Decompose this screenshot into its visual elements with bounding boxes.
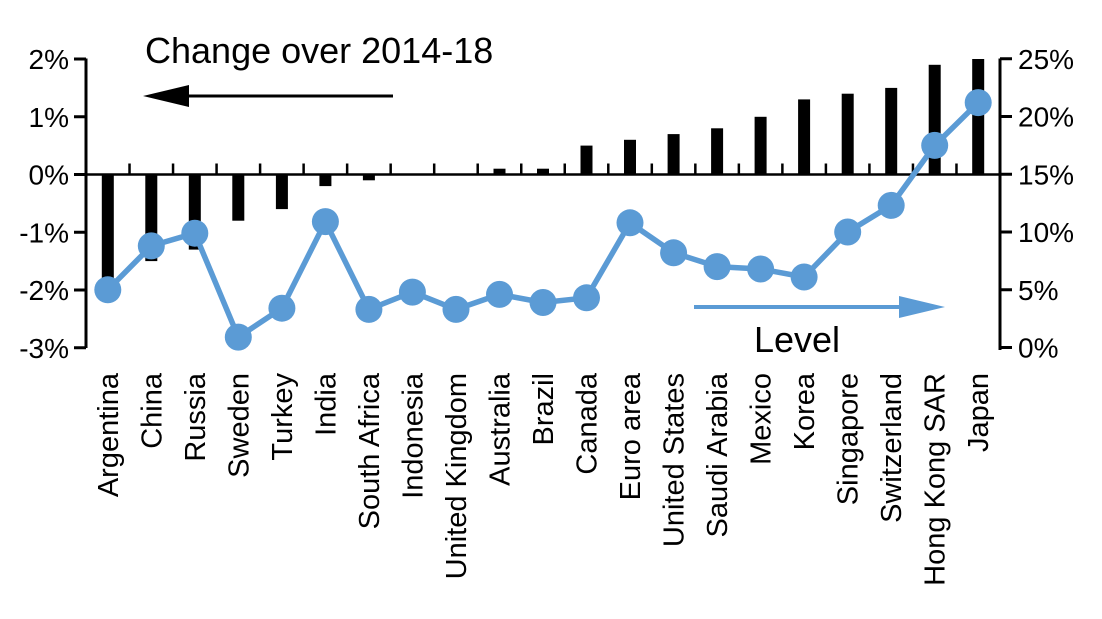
left-axis-tick-label: 1% <box>29 102 69 133</box>
bar <box>972 59 985 175</box>
right-axis-tick-label: 25% <box>1018 44 1074 75</box>
level-marker <box>790 263 818 291</box>
right-axis-tick-label: 0% <box>1018 333 1058 364</box>
right-axis-tick-label: 20% <box>1018 102 1074 133</box>
left-axis-tick-label: -1% <box>19 217 69 248</box>
category-label: Russia <box>180 372 212 462</box>
bars-layer <box>101 59 985 279</box>
line-layer <box>94 89 992 351</box>
category-label: Turkey <box>267 373 299 461</box>
level-marker <box>355 295 383 323</box>
left-axis-tick-label: -2% <box>19 275 69 306</box>
right-axis-tick-label: 5% <box>1018 275 1058 306</box>
bar <box>885 87 898 175</box>
level-marker <box>94 276 122 304</box>
bar <box>362 174 375 181</box>
bars-annotation-label: Change over 2014-18 <box>145 30 493 71</box>
right-arrow-icon <box>694 296 945 318</box>
bar <box>319 174 332 187</box>
bar <box>101 174 114 279</box>
axes-layer <box>74 57 1012 350</box>
left-axis-tick-label: 0% <box>29 160 69 191</box>
category-label: Australia <box>485 372 517 486</box>
category-label: Hong Kong SAR <box>920 373 952 586</box>
category-label: United States <box>659 373 691 547</box>
bar <box>232 174 245 221</box>
bar <box>841 93 854 175</box>
bar <box>754 116 767 175</box>
category-label: Singapore <box>833 373 865 505</box>
level-marker <box>529 289 557 316</box>
left-axis-tick-label: 2% <box>29 44 69 75</box>
bar <box>537 168 549 175</box>
left-arrow-icon <box>143 85 393 107</box>
category-label: Japan <box>963 373 995 452</box>
bar <box>624 139 636 175</box>
level-marker <box>268 294 296 322</box>
level-marker <box>964 89 992 117</box>
level-marker <box>137 232 165 260</box>
level-marker <box>181 219 209 247</box>
level-marker <box>311 208 339 236</box>
category-label: Saudi Arabia <box>702 372 734 537</box>
category-label: United Kingdom <box>441 373 473 579</box>
bar <box>493 168 506 175</box>
right-axis-tick-label: 10% <box>1018 217 1074 248</box>
right-axis-labels: 25% 20% 15% 10% 5% 0% <box>1018 44 1074 364</box>
category-label: Canada <box>572 372 604 474</box>
category-label: India <box>310 372 342 436</box>
left-axis-tick-label: -3% <box>19 333 69 364</box>
bar <box>580 145 593 175</box>
category-label: Mexico <box>746 373 778 465</box>
level-marker <box>877 191 905 219</box>
right-axis-tick-label: 15% <box>1018 159 1074 190</box>
category-label: Brazil <box>528 373 560 446</box>
line-annotation-label: Level <box>754 319 840 360</box>
category-label: China <box>136 372 168 449</box>
level-marker <box>398 278 426 306</box>
level-marker <box>747 255 775 283</box>
category-label: Sweden <box>223 373 255 478</box>
left-axis-labels: 2% 1% 0% -1% -2% -3% <box>19 44 69 364</box>
level-marker <box>660 239 688 267</box>
category-label: Euro area <box>615 372 647 500</box>
category-label: Indonesia <box>397 372 429 499</box>
level-marker <box>224 323 252 351</box>
bar <box>275 174 288 210</box>
level-marker <box>573 284 600 312</box>
level-marker <box>442 295 470 323</box>
bar <box>798 99 811 175</box>
bar <box>667 134 680 175</box>
bar <box>711 128 724 175</box>
level-marker <box>486 280 513 308</box>
level-marker <box>921 131 949 159</box>
category-label: Argentina <box>93 372 125 497</box>
category-label: South Africa <box>354 372 386 529</box>
category-label: Switzerland <box>876 373 908 523</box>
category-labels: Argentina China Russia Sweden Turkey India Sou… <box>93 372 995 586</box>
level-marker <box>616 209 644 237</box>
level-marker <box>834 218 862 246</box>
level-marker <box>703 253 731 281</box>
category-label: Korea <box>789 372 821 450</box>
